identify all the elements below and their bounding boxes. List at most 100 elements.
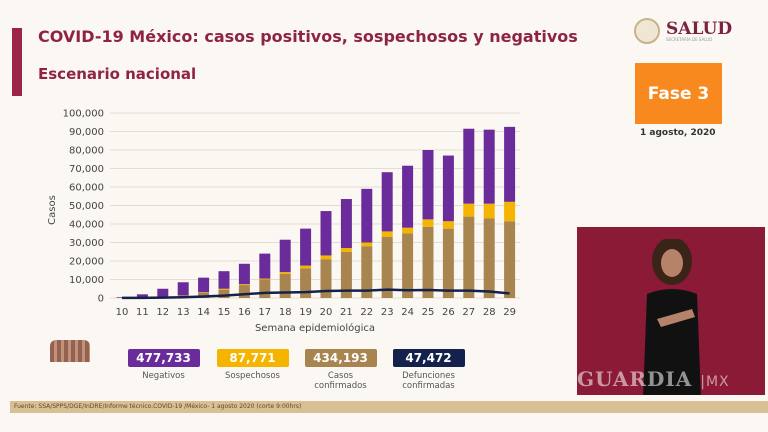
stat-value: 434,193 (304, 349, 377, 367)
bar-negativos (198, 277, 210, 293)
bar-negativos (320, 211, 332, 256)
report-date: 1 agosto, 2020 (640, 128, 716, 138)
bar-sospechosos (340, 248, 352, 252)
x-tick-label: 28 (483, 307, 496, 318)
bar-confirmados (340, 251, 352, 298)
stat-label: Casos confirmados (314, 371, 367, 392)
bar-confirmados (320, 259, 332, 298)
line-defunciones (121, 288, 510, 300)
bar-confirmados (381, 236, 393, 298)
bar-negativos (504, 126, 516, 202)
y-tick-label: 80,000 (69, 146, 104, 157)
x-tick-label: 12 (156, 307, 169, 318)
stat-defunciones: 47,472 Defunciones confirmadas (391, 349, 466, 391)
stat-value: 87,771 (216, 349, 289, 367)
bar-confirmados (402, 233, 414, 298)
x-tick-label: 15 (218, 307, 231, 318)
x-tick-label: 16 (238, 307, 251, 318)
bar-confirmados (238, 285, 250, 298)
bar-confirmados (300, 268, 312, 298)
bar-sospechosos (320, 255, 332, 260)
heritage-logo-icon (50, 340, 90, 362)
y-tick-label: 0 (98, 294, 104, 305)
bar-negativos (157, 288, 169, 297)
y-tick-label: 10,000 (69, 275, 104, 286)
y-tick-label: 30,000 (69, 238, 104, 249)
page-title: COVID-19 México: casos positivos, sospec… (38, 27, 578, 46)
page-subtitle: Escenario nacional (38, 65, 197, 83)
x-tick-label: 19 (299, 307, 312, 318)
bar-negativos (300, 228, 312, 266)
bar-confirmados (442, 228, 454, 298)
bar-sospechosos (198, 292, 210, 293)
stat-value: 47,472 (392, 349, 465, 367)
x-tick-label: 14 (197, 307, 210, 318)
logo-tagline: SECRETARÍA DE SALUD (666, 36, 713, 42)
bar-sospechosos (259, 278, 271, 280)
x-tick-label: 25 (422, 307, 435, 318)
stat-value: 477,733 (127, 349, 200, 367)
y-tick-label: 90,000 (69, 127, 104, 138)
bar-sospechosos (402, 227, 414, 234)
bar-negativos (422, 150, 434, 220)
stat-sospechosos: 87,771 Sospechosos (215, 349, 290, 381)
stat-label: Defunciones confirmadas (402, 371, 455, 392)
bar-sospechosos (504, 201, 516, 222)
x-tick-label: 22 (360, 307, 373, 318)
bar-sospechosos (442, 221, 454, 229)
bar-confirmados (483, 218, 495, 298)
x-tick-label: 29 (503, 307, 516, 318)
x-tick-label: 17 (258, 307, 271, 318)
logo-name: SALUD (666, 18, 733, 39)
bar-sospechosos (422, 219, 434, 227)
bar-negativos (259, 253, 271, 279)
y-tick-label: 50,000 (69, 201, 104, 212)
title-accent-bar (12, 28, 22, 96)
bar-negativos (402, 165, 414, 228)
bar-negativos (136, 294, 148, 298)
interpreter-figure (643, 239, 701, 395)
x-tick-label: 27 (462, 307, 475, 318)
stat-label: Negativos (142, 371, 185, 381)
x-tick-label: 13 (177, 307, 190, 318)
bar-negativos (442, 155, 454, 222)
source-footer: Fuente: SSA/SPPS/DGE/InDRE/Informe técni… (10, 401, 768, 413)
bar-sospechosos (381, 231, 393, 237)
seal-icon (634, 18, 660, 44)
x-axis-label: Semana epidemiológica (255, 322, 375, 334)
bar-negativos (483, 129, 495, 204)
bar-confirmados (218, 289, 230, 298)
bar-sospechosos (279, 272, 291, 274)
y-tick-label: 60,000 (69, 183, 104, 194)
sign-language-video: GUARDIA |MX (577, 227, 765, 395)
stat-negativos: 477,733 Negativos (126, 349, 201, 381)
stat-label: Sospechosos (225, 371, 280, 381)
stat-confirmados: 434,193 Casos confirmados (303, 349, 378, 391)
bar-confirmados (259, 279, 271, 298)
y-tick-label: 40,000 (69, 220, 104, 231)
bar-confirmados (422, 226, 434, 298)
bar-negativos (340, 199, 352, 249)
x-tick-label: 21 (340, 307, 353, 318)
bar-negativos (218, 271, 230, 289)
bar-sospechosos (463, 203, 475, 217)
bar-sospechosos (483, 203, 495, 219)
y-tick-label: 100,000 (63, 109, 104, 120)
x-tick-label: 26 (442, 307, 455, 318)
bar-negativos (361, 188, 373, 243)
x-tick-label: 24 (401, 307, 414, 318)
x-tick-label: 18 (279, 307, 292, 318)
watermark: GUARDIA |MX (577, 367, 730, 391)
bar-negativos (463, 128, 475, 204)
y-tick-label: 70,000 (69, 164, 104, 175)
x-tick-label: 20 (320, 307, 333, 318)
y-tick-label: 20,000 (69, 257, 104, 268)
bar-confirmados (361, 246, 373, 298)
bar-negativos (381, 172, 393, 232)
phase-badge: Fase 3 (635, 63, 722, 124)
bar-negativos (177, 282, 189, 296)
bar-confirmados (463, 216, 475, 298)
bar-confirmados (504, 221, 516, 298)
x-tick-label: 23 (381, 307, 394, 318)
stacked-bar-chart: 0 10,000 20,000 30,000 40,000 50,000 60,000 70,… (47, 109, 520, 334)
